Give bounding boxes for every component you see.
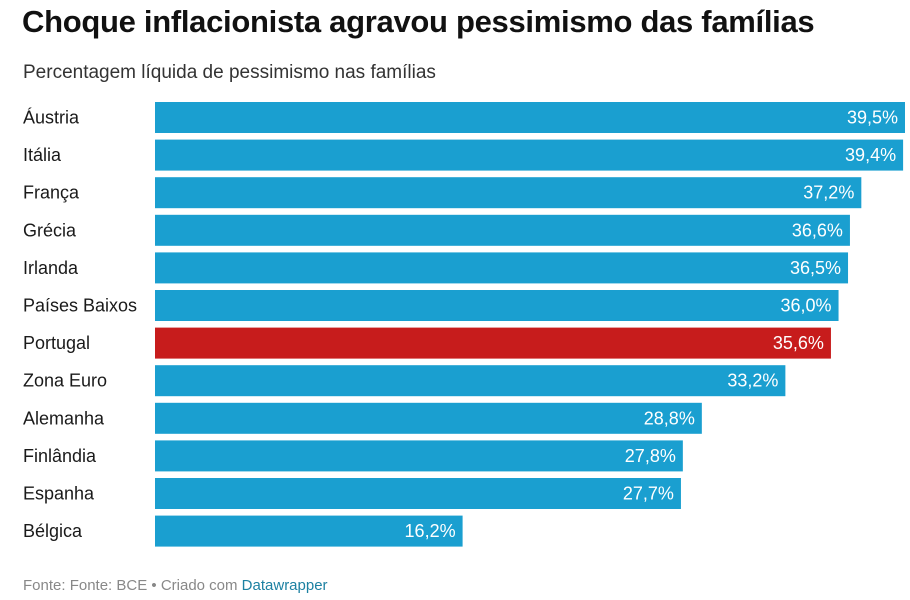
bar-chart: Áustria 39,5% Itália 39,4% França 37,2% Grécia… [23, 102, 905, 547]
bar-espanha [155, 478, 681, 509]
bar-zona-euro [155, 365, 786, 397]
bar-franca [155, 177, 862, 209]
bar-belgica [155, 515, 463, 547]
value-label-belgica: 16,2% [405, 521, 456, 541]
category-label-irlanda: Irlanda [23, 258, 79, 278]
value-label-grecia: 36,6% [792, 220, 843, 240]
value-label-finlandia: 27,8% [625, 446, 676, 466]
bar-alemanha [155, 402, 702, 434]
bar-paises-baixos [155, 290, 839, 321]
value-label-alemanha: 28,8% [644, 408, 695, 428]
value-label-irlanda: 36,5% [790, 258, 841, 278]
datawrapper-link[interactable]: Datawrapper [241, 577, 328, 594]
value-label-franca: 37,2% [803, 183, 854, 203]
category-label-italia: Itália [23, 145, 62, 165]
source-text: Fonte: Fonte: BCE • Criado com [23, 577, 242, 594]
value-label-zona-euro: 33,2% [727, 371, 778, 391]
category-label-austria: Áustria [23, 108, 80, 128]
value-label-paises-baixos: 36,0% [780, 296, 831, 316]
chart-title: Choque inflacionista agravou pessimismo … [22, 4, 815, 39]
bar-austria [155, 102, 905, 133]
bar-italia [155, 139, 904, 171]
category-label-belgica: Bélgica [23, 521, 83, 541]
category-label-grecia: Grécia [23, 220, 77, 240]
category-label-finlandia: Finlândia [23, 446, 97, 466]
value-label-espanha: 27,7% [623, 484, 674, 504]
value-label-italia: 39,4% [845, 145, 896, 165]
bar-irlanda [155, 252, 849, 284]
bar-finlandia [155, 440, 683, 472]
chart-subtitle: Percentagem líquida de pessimismo nas fa… [23, 62, 436, 83]
value-label-austria: 39,5% [847, 108, 898, 128]
category-label-franca: França [23, 183, 80, 203]
chart-footer: Fonte: Fonte: BCE • Criado com Datawrapp… [23, 577, 328, 594]
bar-grecia [155, 214, 850, 246]
category-label-espanha: Espanha [23, 484, 95, 504]
category-label-paises-baixos: Países Baixos [23, 296, 137, 316]
category-label-zona-euro: Zona Euro [23, 371, 107, 391]
category-label-portugal: Portugal [23, 333, 90, 353]
value-label-portugal: 35,6% [773, 333, 824, 353]
bar-portugal [155, 327, 831, 359]
category-label-alemanha: Alemanha [23, 408, 105, 428]
